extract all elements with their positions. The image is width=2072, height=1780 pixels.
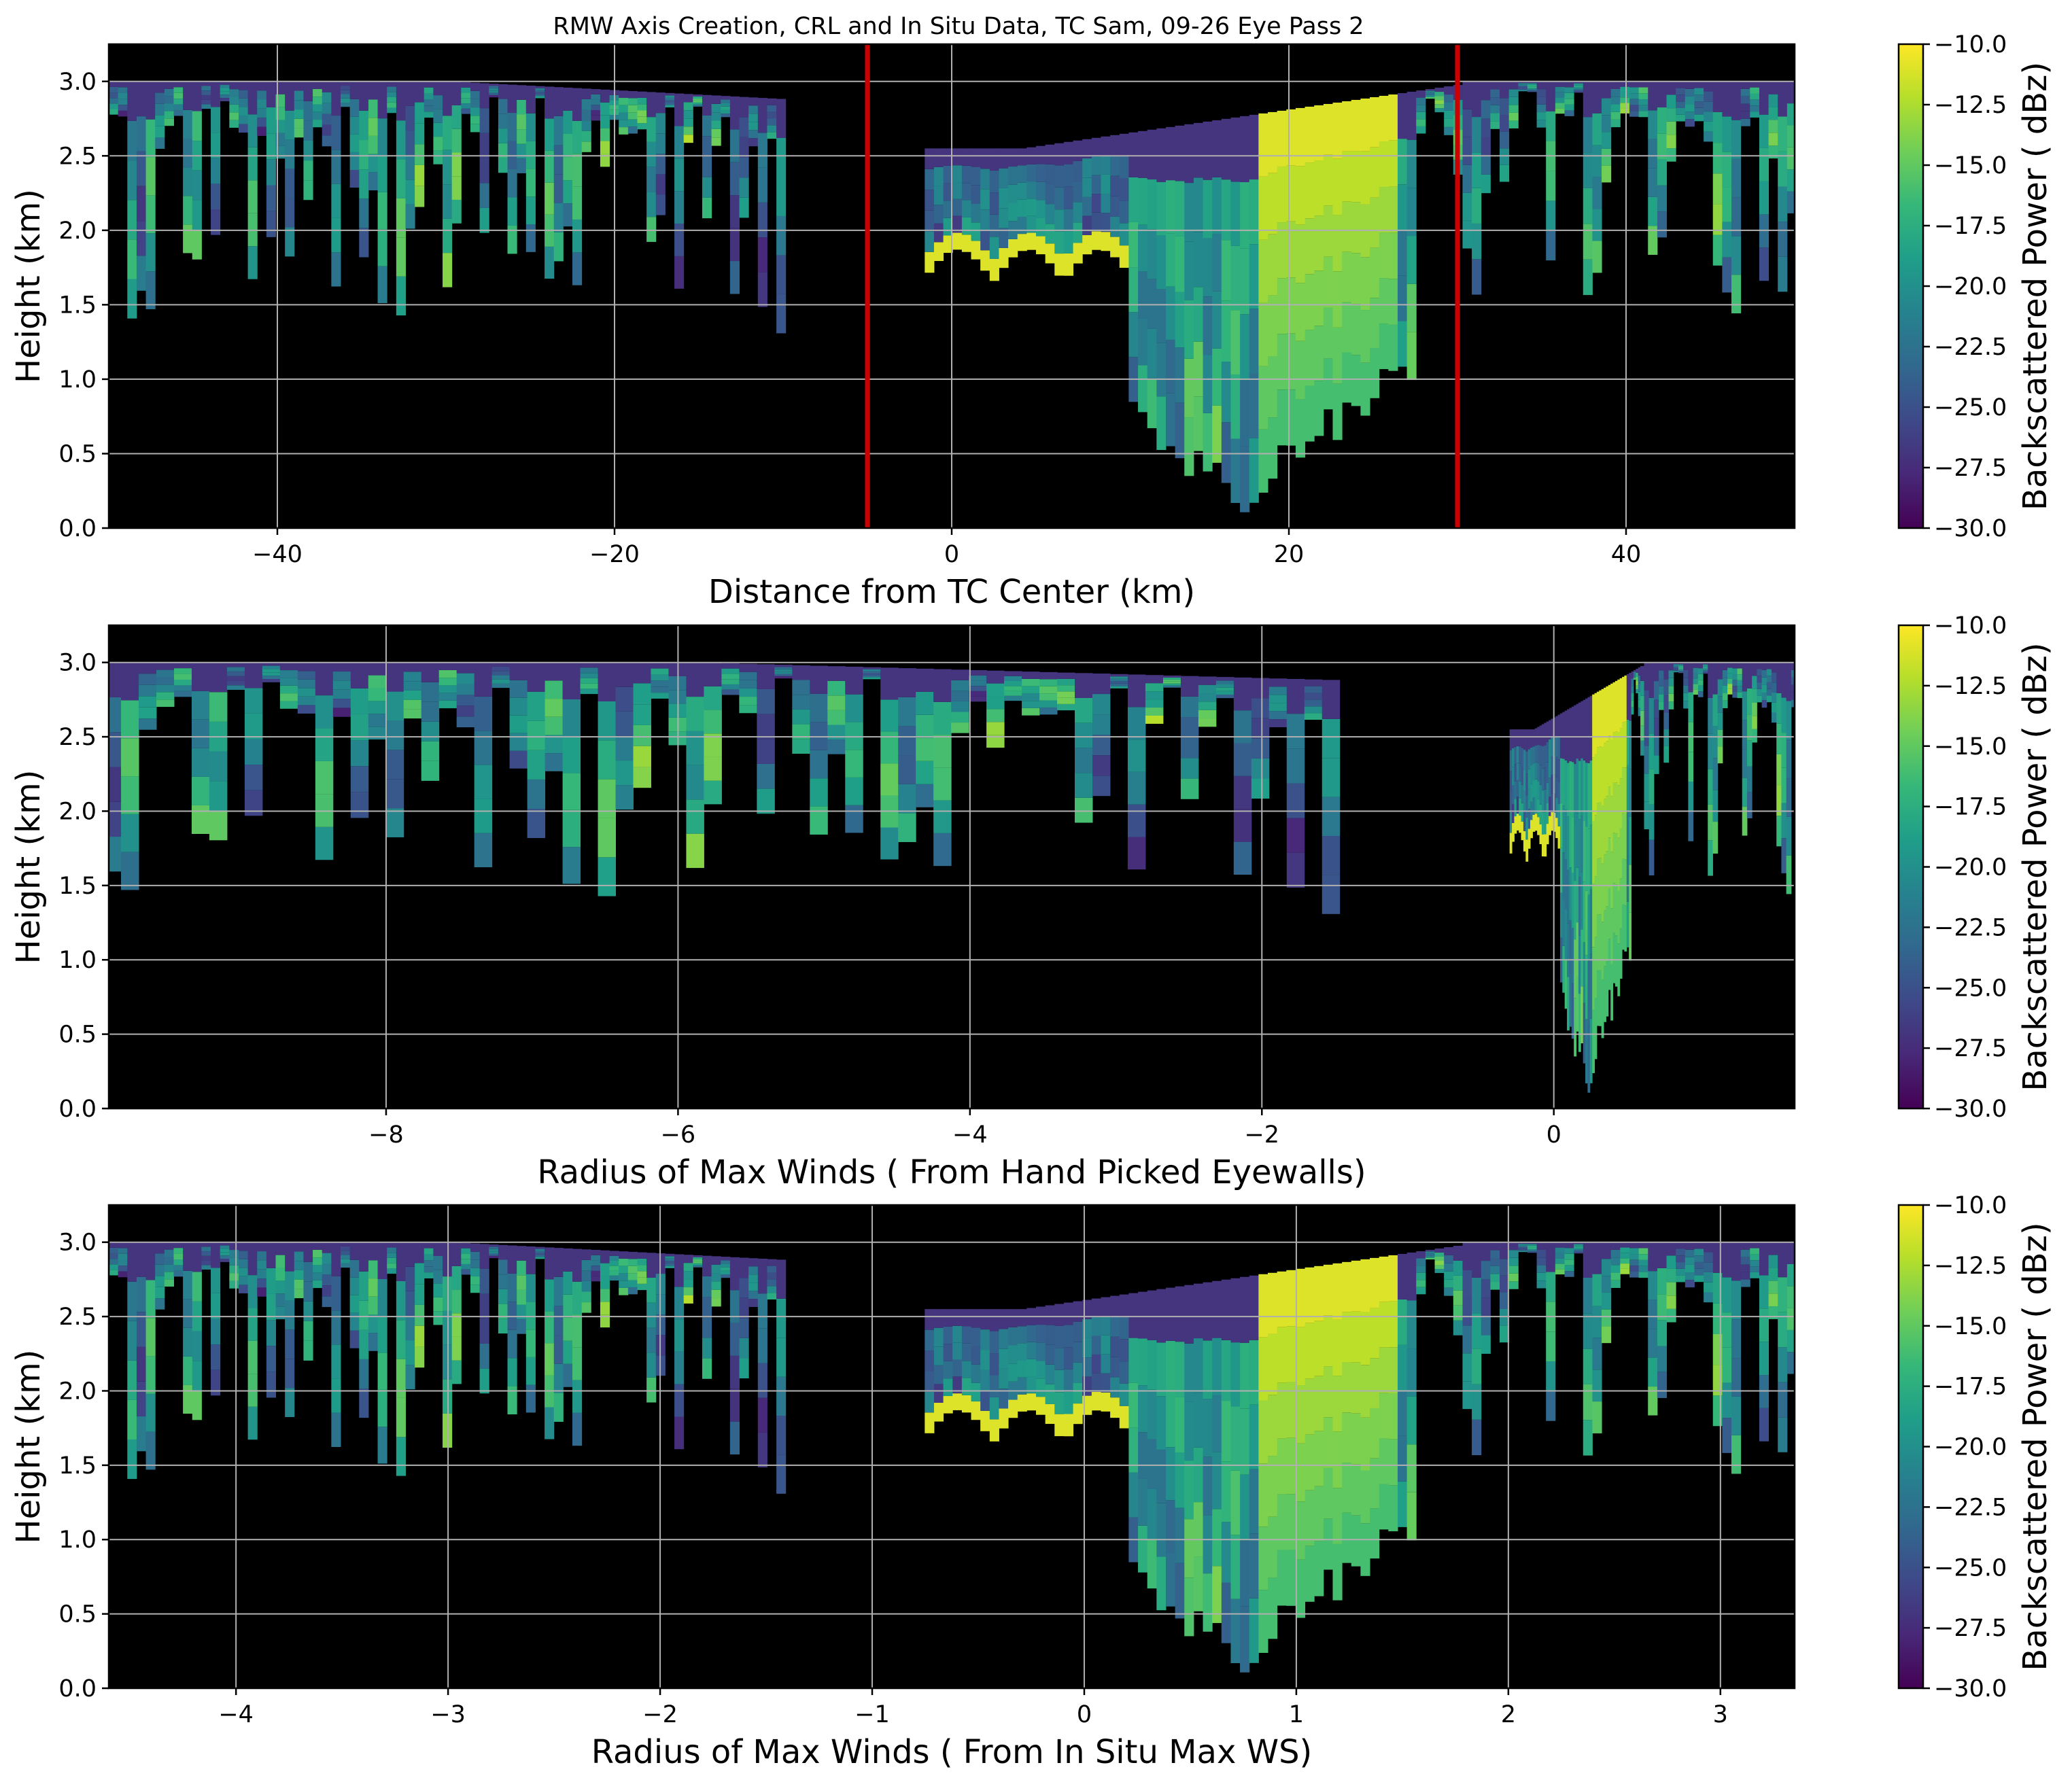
x-tick-label: 0 xyxy=(1077,1701,1092,1728)
x-tick-label: −8 xyxy=(368,1121,404,1149)
y-tick-label: 2.5 xyxy=(58,1304,97,1331)
y-tick-label: 1.5 xyxy=(58,292,97,319)
x-tick-label: 40 xyxy=(1611,541,1642,568)
colorbar-tick-label: −25.0 xyxy=(1934,975,2007,1002)
y-tick-label: 1.0 xyxy=(58,1526,97,1554)
colorbar-tick-label: −27.5 xyxy=(1934,1615,2007,1642)
colorbar-tick-label: −30.0 xyxy=(1934,1096,2007,1123)
colorbar-tick-label: −12.5 xyxy=(1934,673,2007,700)
x-tick-label: 0 xyxy=(1547,1121,1561,1149)
heatmap-cells xyxy=(109,662,1795,1093)
y-tick-label: 3.0 xyxy=(58,1229,97,1257)
colorbar-tick-label: −20.0 xyxy=(1934,1434,2007,1461)
colorbar-tick-label: −15.0 xyxy=(1934,733,2007,761)
x-tick-label: 2 xyxy=(1501,1701,1516,1728)
y-axis-label: Height (km) xyxy=(10,189,48,383)
x-tick-label: −1 xyxy=(854,1701,890,1728)
y-tick-label: 2.5 xyxy=(58,724,97,751)
x-tick-label: −40 xyxy=(252,541,303,568)
colorbar-tick-label: −30.0 xyxy=(1934,1675,2007,1703)
colorbar-label: Backscattered Power ( dBz) xyxy=(2016,642,2054,1091)
y-tick-label: 0.0 xyxy=(58,515,97,542)
plot-frame xyxy=(107,1204,1796,1690)
x-tick-label: 0 xyxy=(944,541,959,568)
colorbar-tick-label: −22.5 xyxy=(1934,334,2007,361)
colorbar-tick-label: −27.5 xyxy=(1934,455,2007,482)
x-axis-label: Distance from TC Center (km) xyxy=(708,573,1195,611)
panel-1: −40 −20 0 20 40 0.0 0.5 1.0 1.5 2.0 2.5 3.0 Distance… xyxy=(10,31,2054,611)
x-tick-label: −3 xyxy=(430,1701,466,1728)
y-tick-label: 0.0 xyxy=(58,1096,97,1123)
x-tick-label: −4 xyxy=(952,1121,988,1149)
y-tick-label: 0.0 xyxy=(58,1675,97,1703)
y-tick-label: 1.5 xyxy=(58,873,97,900)
colorbar-tick-label: −17.5 xyxy=(1934,794,2007,821)
colorbar-tick-label: −25.0 xyxy=(1934,1554,2007,1582)
colorbar-tick-label: −17.5 xyxy=(1934,213,2007,240)
y-tick-label: 3.0 xyxy=(58,69,97,96)
heatmap-cells xyxy=(109,81,1795,512)
colorbar xyxy=(1899,44,1923,528)
y-tick-label: 3.0 xyxy=(58,650,97,677)
y-tick-label: 1.0 xyxy=(58,947,97,974)
colorbar-tick-label: −27.5 xyxy=(1934,1035,2007,1062)
colorbar-tick-label: −12.5 xyxy=(1934,1253,2007,1280)
y-axis-label: Height (km) xyxy=(10,1350,48,1544)
y-tick-label: 0.5 xyxy=(58,1022,97,1049)
colorbar-tick-label: −20.0 xyxy=(1934,854,2007,882)
x-tick-label: 3 xyxy=(1713,1701,1728,1728)
y-axis-label: Height (km) xyxy=(10,770,48,964)
colorbar-label: Backscattered Power ( dBz) xyxy=(2016,62,2054,510)
x-axis-label: Radius of Max Winds ( From In Situ Max W… xyxy=(591,1733,1313,1771)
colorbar-label: Backscattered Power ( dBz) xyxy=(2016,1222,2054,1671)
y-tick-label: 2.5 xyxy=(58,143,97,170)
colorbar-tick-label: −15.0 xyxy=(1934,152,2007,179)
figure-title: RMW Axis Creation, CRL and In Situ Data,… xyxy=(553,13,1364,40)
colorbar-tick-label: −10.0 xyxy=(1934,31,2007,58)
panel-2: −8 −6 −4 −2 0 0.0 0.5 1.0 1.5 2.0 2.5 3.0 Radius of … xyxy=(10,612,2054,1191)
plot-frame xyxy=(107,624,1796,1110)
colorbar-tick-label: −10.0 xyxy=(1934,1192,2007,1219)
colorbar xyxy=(1899,1205,1923,1688)
x-tick-label: 20 xyxy=(1274,541,1305,568)
y-tick-label: 0.5 xyxy=(58,440,97,468)
colorbar-tick-label: −22.5 xyxy=(1934,914,2007,941)
x-tick-label: −2 xyxy=(1244,1121,1279,1149)
y-tick-label: 1.5 xyxy=(58,1452,97,1480)
x-tick-label: −2 xyxy=(642,1701,678,1728)
x-tick-label: −20 xyxy=(589,541,640,568)
colorbar-tick-label: −22.5 xyxy=(1934,1494,2007,1521)
colorbar-tick-label: −30.0 xyxy=(1934,515,2007,542)
y-tick-label: 2.0 xyxy=(58,798,97,825)
x-tick-label: 1 xyxy=(1289,1701,1304,1728)
colorbar-tick-label: −15.0 xyxy=(1934,1313,2007,1340)
x-tick-label: −4 xyxy=(218,1701,254,1728)
x-tick-label: −6 xyxy=(661,1121,696,1149)
heatmap-cells xyxy=(109,1242,1795,1673)
colorbar-tick-label: −25.0 xyxy=(1934,394,2007,421)
y-tick-label: 2.0 xyxy=(58,217,97,245)
panel-3: −4 −3 −2 −1 0 1 2 3 0.0 0.5 1.0 1.5 2.0 2.5 3.0 Radius … xyxy=(10,1192,2054,1771)
plot-frame xyxy=(107,43,1796,529)
colorbar-tick-label: −17.5 xyxy=(1934,1374,2007,1401)
y-tick-label: 1.0 xyxy=(58,366,97,394)
colorbar-tick-label: −12.5 xyxy=(1934,92,2007,119)
colorbar xyxy=(1899,625,1923,1109)
y-tick-label: 2.0 xyxy=(58,1378,97,1405)
y-tick-label: 0.5 xyxy=(58,1601,97,1628)
colorbar-tick-label: −10.0 xyxy=(1934,612,2007,640)
colorbar-tick-label: −20.0 xyxy=(1934,273,2007,300)
x-axis-label: Radius of Max Winds ( From Hand Picked E… xyxy=(537,1153,1366,1191)
